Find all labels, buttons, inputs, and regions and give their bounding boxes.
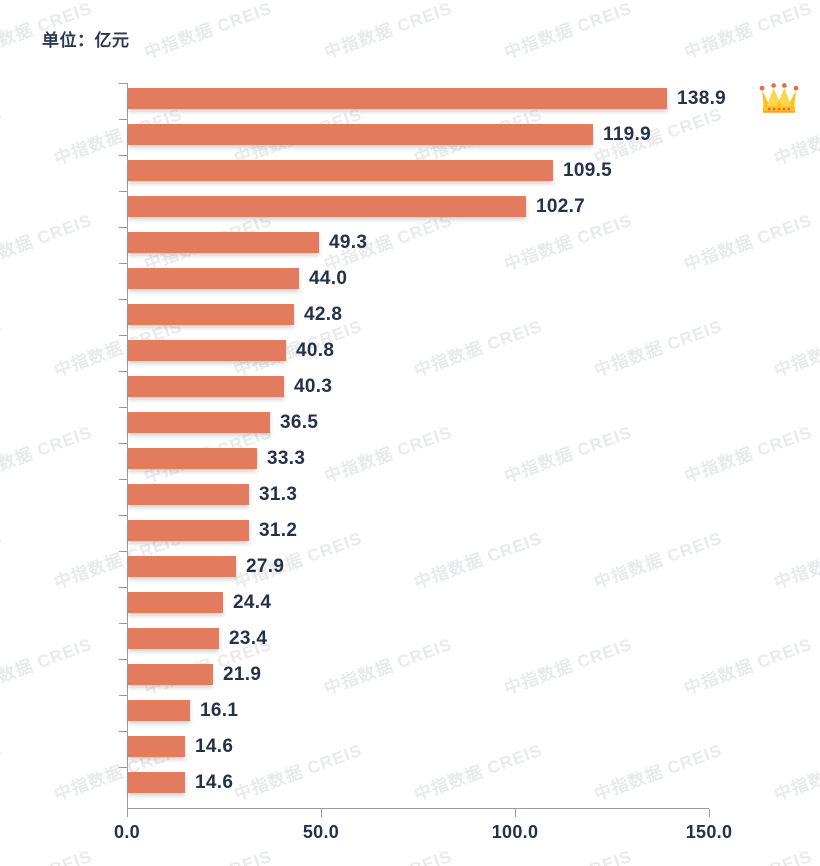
bar xyxy=(128,592,223,613)
x-axis-line xyxy=(127,808,709,809)
y-axis-tick xyxy=(119,407,127,408)
bar xyxy=(128,196,526,217)
crown-icon xyxy=(757,81,801,115)
y-axis-tick xyxy=(119,155,127,156)
bar xyxy=(128,340,286,361)
bar xyxy=(128,232,319,253)
y-axis-tick xyxy=(119,767,127,768)
bar-value-label: 23.4 xyxy=(229,628,268,649)
y-axis-tick xyxy=(119,731,127,732)
bar xyxy=(128,268,299,289)
bar-value-label: 14.6 xyxy=(195,772,234,793)
y-axis-tick xyxy=(119,299,127,300)
x-axis-tick xyxy=(709,809,710,817)
x-axis-tick-label: 50.0 xyxy=(302,822,340,842)
bar-value-label: 21.9 xyxy=(223,664,262,685)
bar xyxy=(128,628,219,649)
bar-value-label: 40.8 xyxy=(296,340,335,361)
y-axis-tick xyxy=(119,119,127,120)
bar xyxy=(128,304,294,325)
bar xyxy=(128,700,190,721)
bar xyxy=(128,772,185,793)
bar-value-label: 31.2 xyxy=(259,520,298,541)
y-axis-tick xyxy=(119,587,127,588)
y-axis-tick xyxy=(119,551,127,552)
x-axis-tick-label: 100.0 xyxy=(491,822,539,842)
bar-value-label: 14.6 xyxy=(195,736,234,757)
bar xyxy=(128,448,257,469)
bar-value-label: 119.9 xyxy=(603,124,651,145)
bar xyxy=(128,520,249,541)
bar xyxy=(128,556,236,577)
y-axis-tick xyxy=(119,659,127,660)
x-axis-tick-label: 0.0 xyxy=(114,822,140,842)
y-axis-tick xyxy=(119,83,127,84)
y-axis-tick xyxy=(119,191,127,192)
y-axis-tick xyxy=(119,443,127,444)
y-axis-tick xyxy=(119,263,127,264)
bar-value-label: 16.1 xyxy=(200,700,239,721)
bar-value-label: 102.7 xyxy=(536,196,586,217)
bar xyxy=(128,412,270,433)
bar xyxy=(128,664,213,685)
bar xyxy=(128,124,593,145)
bar-value-label: 49.3 xyxy=(329,232,368,253)
bar-value-label: 109.5 xyxy=(563,160,613,181)
bar-value-label: 44.0 xyxy=(309,268,348,289)
bar xyxy=(128,88,667,109)
chart-title: 单位：亿元 xyxy=(42,31,130,50)
bar-value-label: 24.4 xyxy=(233,592,272,613)
bar-value-label: 33.3 xyxy=(267,448,306,469)
bar-value-label: 42.8 xyxy=(304,304,343,325)
y-axis-tick xyxy=(119,335,127,336)
bar xyxy=(128,736,185,757)
x-axis-tick xyxy=(515,809,516,817)
x-axis-tick xyxy=(127,809,128,817)
x-axis-tick xyxy=(321,809,322,817)
bar-value-label: 138.9 xyxy=(677,88,727,109)
y-axis-tick xyxy=(119,623,127,624)
y-axis-tick xyxy=(119,227,127,228)
bar xyxy=(128,160,553,181)
bar-value-label: 40.3 xyxy=(294,376,333,397)
y-axis-tick xyxy=(119,371,127,372)
y-axis-tick xyxy=(119,515,127,516)
bar-value-label: 31.3 xyxy=(259,484,298,505)
bar-value-label: 27.9 xyxy=(246,556,285,577)
x-axis-tick-label: 150.0 xyxy=(685,822,733,842)
y-axis-tick xyxy=(119,479,127,480)
bar xyxy=(128,484,249,505)
bar-value-label: 36.5 xyxy=(280,412,319,433)
y-axis-tick xyxy=(119,695,127,696)
y-axis-line xyxy=(127,83,128,809)
bar xyxy=(128,376,284,397)
